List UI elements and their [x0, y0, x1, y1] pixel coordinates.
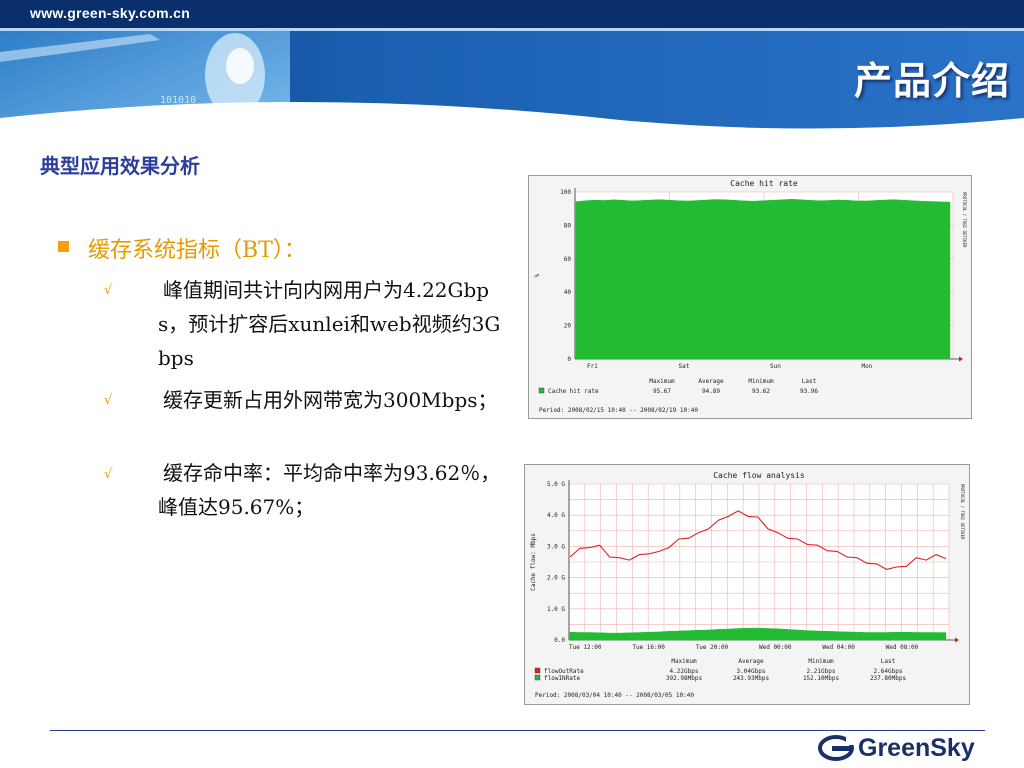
x-tick-label: Fri — [587, 363, 598, 370]
y-tick-label: 5.0 G — [547, 481, 565, 488]
stats-header: Last — [802, 378, 817, 385]
chart-period: Period: 2008/02/15 10:40 -- 2008/02/19 1… — [539, 407, 698, 414]
y-tick-label: 4.0 G — [547, 512, 565, 519]
chart-side-label: PROTOCOL / TOBI OETIKER — [960, 484, 965, 540]
x-axis-arrow — [955, 637, 959, 643]
x-tick-label: Mon — [862, 363, 873, 370]
bullet-item-2: 缓存更新占用外网带宽为300Mbps； — [163, 388, 498, 412]
legend-label: flowINRate — [544, 675, 581, 682]
bullet-square-icon — [58, 241, 69, 252]
legend-label: flowOutRate — [544, 668, 584, 675]
x-tick-label: Tue 16:00 — [632, 644, 665, 651]
stats-value: 4.22Gbps — [670, 668, 699, 675]
slide-title: 产品介绍 — [853, 58, 1010, 103]
y-axis-label: % — [534, 273, 541, 277]
y-tick-label: 3.0 G — [547, 543, 565, 550]
y-tick-label: 20 — [564, 323, 572, 330]
legend-swatch — [538, 387, 545, 394]
chart-title: Cache flow analysis — [713, 471, 805, 480]
bullet-main-text: 缓存系统指标（BT）： — [88, 238, 306, 263]
flow-in-area — [569, 627, 947, 641]
stats-value: 243.93Mbps — [733, 675, 770, 682]
x-tick-label: Sat — [679, 363, 690, 370]
hit-rate-area — [575, 199, 951, 360]
stats-header: Average — [698, 378, 724, 385]
greensky-logo: GreenSky — [818, 734, 975, 765]
bullet-item-1: 峰值期间共计向内网用户为4.22Gbps，预计扩容后xunlei和web视频约3… — [158, 278, 501, 370]
stats-value: 2.64Gbps — [874, 668, 903, 675]
x-tick-label: Wed 08:00 — [886, 644, 919, 651]
stats-value: 2.21Gbps — [807, 668, 836, 675]
bullet-item-3: 缓存命中率：平均命中率为93.62％，峰值达95.67%； — [158, 461, 501, 519]
stats-value: 392.98Mbps — [666, 675, 703, 682]
stats-value: 93.62 — [752, 388, 770, 395]
x-tick-label: Wed 00:00 — [759, 644, 792, 651]
footer-divider — [50, 730, 985, 731]
chart-title: Cache hit rate — [730, 179, 798, 188]
x-tick-label: Tue 20:00 — [696, 644, 729, 651]
checkmark-icon: √ — [104, 393, 113, 408]
x-tick-label: Wed 04:00 — [822, 644, 855, 651]
site-url: www.green-sky.com.cn — [30, 5, 191, 21]
cache-hit-rate-svg: Cache hit rate 0 20 40 60 80 100 Fri Sat Sun Mon% P… — [534, 179, 967, 414]
stats-value: 94.89 — [702, 388, 720, 395]
stats-header: Maximum — [671, 658, 697, 665]
stats-value: 237.80Mbps — [870, 675, 907, 682]
x-axis-arrow — [959, 356, 963, 362]
checkmark-icon: √ — [104, 467, 113, 482]
flow-out-line — [569, 510, 947, 570]
y-tick-label: 1.0 G — [547, 606, 565, 613]
greensky-logo-icon — [818, 735, 854, 761]
cache-flow-svg: Cache flow analysis 0.0 1.0 G 2.0 G 3.0 G 4.0… — [530, 471, 965, 699]
legend-label: Cache hit rate — [548, 388, 599, 395]
stats-header: Maximum — [649, 378, 675, 385]
chart-side-label: PROTOCOL / TOBI OETIKER — [962, 192, 967, 248]
checkmark-icon: √ — [104, 283, 113, 298]
cache-hit-rate-chart: Cache hit rate 0 20 40 60 80 100 Fri Sat Sun Mon% P… — [528, 175, 972, 419]
stats-header: Minimum — [808, 658, 834, 665]
header-banner: 101010 0100000010 — [0, 0, 1024, 150]
cache-flow-chart: Cache flow analysis 0.0 1.0 G 2.0 G 3.0 G 4.0… — [524, 464, 970, 705]
y-tick-label: 40 — [564, 289, 572, 296]
x-tick-label: Sun — [770, 363, 781, 370]
y-tick-label: 60 — [564, 256, 572, 263]
y-axis-label: Cache flow: Mbps — [530, 533, 537, 591]
logo-text: GreenSky — [858, 734, 975, 762]
svg-text:101010: 101010 — [160, 95, 196, 106]
y-tick-label: 0.0 — [554, 637, 565, 644]
y-tick-label: 2.0 G — [547, 575, 565, 582]
stats-value: 3.04Gbps — [737, 668, 766, 675]
section-subtitle: 典型应用效果分析 — [40, 154, 200, 178]
y-tick-label: 0 — [567, 356, 571, 363]
y-tick-label: 80 — [564, 222, 572, 229]
x-tick-label: Tue 12:00 — [569, 644, 602, 651]
legend-swatch — [534, 667, 541, 674]
legend-swatch — [534, 674, 541, 681]
header-background: 101010 0100000010 — [0, 0, 1024, 150]
stats-value: 93.96 — [800, 388, 818, 395]
chart-period: Period: 2008/03/04 10:40 -- 2008/03/05 1… — [535, 692, 694, 699]
stats-header: Last — [881, 658, 896, 665]
stats-value: 95.67 — [653, 388, 671, 395]
y-tick-label: 100 — [560, 189, 571, 196]
stats-value: 152.10Mbps — [803, 675, 840, 682]
stats-header: Minimum — [748, 378, 774, 385]
stats-header: Average — [738, 658, 764, 665]
